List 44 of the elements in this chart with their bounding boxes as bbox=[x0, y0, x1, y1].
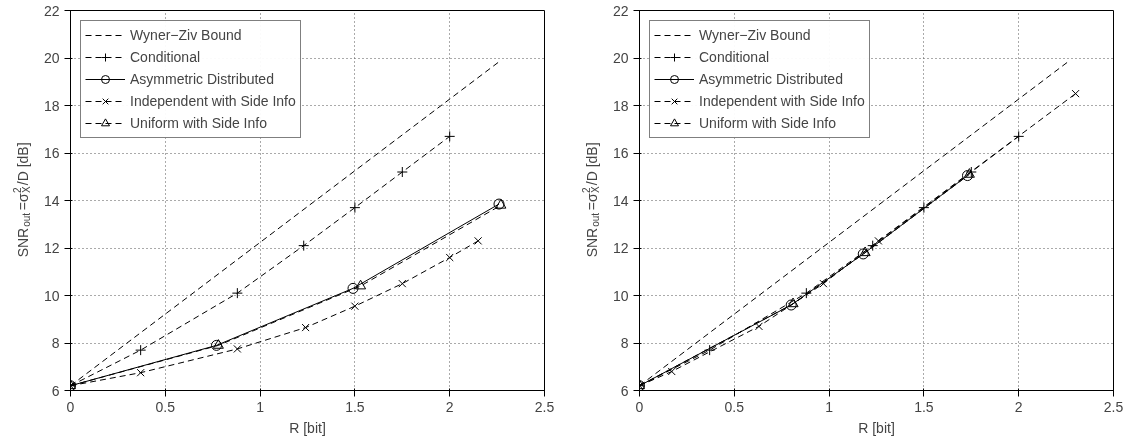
legend-label: Conditional bbox=[699, 48, 770, 67]
x-tick-label: 2.5 bbox=[1103, 398, 1124, 415]
y-tick-label: 10 bbox=[612, 287, 629, 304]
y-axis-title: SNRout=σ2X/D [dB] bbox=[580, 142, 601, 258]
y-tick-label: 22 bbox=[612, 2, 629, 19]
y-tick-label: 8 bbox=[51, 335, 60, 351]
y-tick-label: 14 bbox=[612, 192, 629, 209]
y-tick-label: 6 bbox=[620, 382, 629, 399]
y-axis-title: SNRout=σ2X/D [dB] bbox=[11, 142, 32, 258]
x-tick-label: 1.5 bbox=[345, 398, 365, 415]
y-tick-label: 22 bbox=[43, 2, 60, 19]
legend-label: Asymmetric Distributed bbox=[699, 70, 843, 89]
x-tick-label: 1.5 bbox=[914, 398, 934, 415]
x-tick-label: 0 bbox=[635, 398, 644, 415]
x-tick-label: 0.5 bbox=[724, 398, 745, 415]
legend-label: Wyner−Ziv Bound bbox=[130, 26, 242, 45]
legend-label: Uniform with Side Info bbox=[699, 114, 836, 133]
x-tick-label: 0.5 bbox=[155, 398, 176, 415]
x-tick-label: 2.5 bbox=[534, 398, 555, 415]
y-tick-label: 8 bbox=[620, 335, 629, 351]
y-tick-label: 18 bbox=[43, 97, 60, 114]
y-tick-label: 16 bbox=[43, 145, 60, 161]
y-tick-label: 14 bbox=[43, 192, 60, 209]
x-tick-label: 1 bbox=[825, 398, 834, 415]
y-tick-label: 16 bbox=[612, 145, 629, 161]
y-tick-label: 12 bbox=[43, 240, 60, 256]
x-axis-title: R [bit] bbox=[289, 419, 326, 436]
legend-label: Uniform with Side Info bbox=[130, 114, 267, 133]
y-tick-label: 6 bbox=[51, 382, 60, 399]
legend-label: Conditional bbox=[130, 48, 201, 67]
x-tick-label: 0 bbox=[66, 398, 75, 415]
y-tick-label: 12 bbox=[612, 240, 629, 256]
y-tick-label: 10 bbox=[43, 287, 60, 304]
legend-label: Wyner−Ziv Bound bbox=[699, 26, 811, 45]
x-tick-label: 2 bbox=[1014, 398, 1023, 415]
y-tick-label: 20 bbox=[43, 50, 60, 66]
x-tick-label: 1 bbox=[256, 398, 265, 415]
y-tick-label: 20 bbox=[612, 50, 629, 66]
legend-label: Independent with Side Info bbox=[699, 92, 865, 111]
legend-label: Asymmetric Distributed bbox=[130, 70, 274, 89]
y-tick-label: 18 bbox=[612, 97, 629, 114]
x-tick-label: 2 bbox=[445, 398, 454, 415]
legend-label: Independent with Side Info bbox=[130, 92, 296, 111]
x-axis-title: R [bit] bbox=[858, 419, 895, 436]
